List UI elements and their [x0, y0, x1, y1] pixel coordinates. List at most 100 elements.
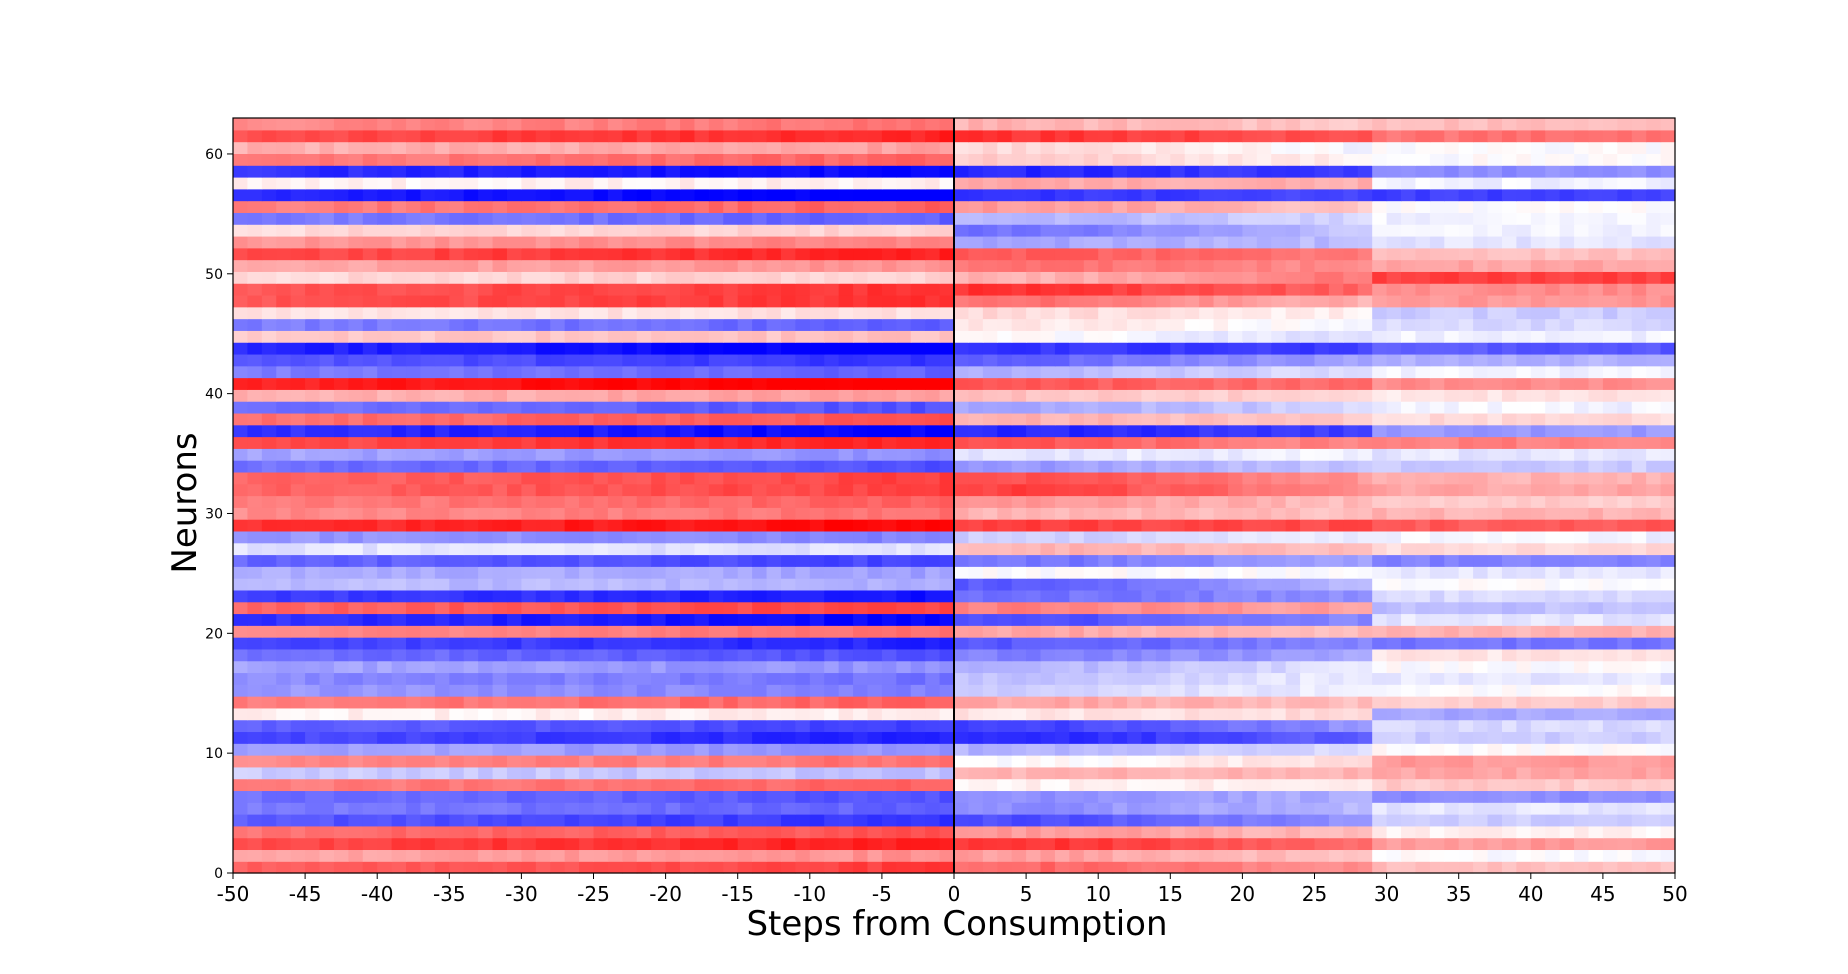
heatmap-cell [939, 471, 955, 485]
heatmap-cell [766, 755, 782, 768]
heatmap-cell [1559, 436, 1575, 449]
heatmap-cell [1401, 802, 1417, 815]
heatmap-cell [968, 542, 984, 556]
heatmap-cell [982, 377, 998, 390]
heatmap-cell [564, 483, 580, 497]
heatmap-cell [1516, 507, 1532, 520]
heatmap-cell [708, 696, 724, 709]
heatmap-cell [752, 660, 768, 674]
heatmap-cell [881, 790, 897, 803]
heatmap-cell [290, 342, 306, 355]
heatmap-cell [1054, 330, 1070, 343]
heatmap-cell [1227, 613, 1243, 626]
heatmap-cell [1357, 342, 1373, 355]
heatmap-cell [1617, 483, 1633, 497]
heatmap-cell [622, 306, 638, 320]
heatmap-cell [1401, 507, 1417, 520]
heatmap-cell [708, 448, 724, 461]
heatmap-cell [680, 790, 696, 803]
heatmap-cell [420, 471, 436, 485]
heatmap-cell [1213, 625, 1229, 638]
heatmap-cell [506, 637, 522, 650]
heatmap-cell [1646, 294, 1662, 308]
heatmap-cell [1386, 837, 1402, 851]
heatmap-cell [1227, 814, 1243, 827]
heatmap-cell [1256, 342, 1272, 355]
heatmap-cell [406, 861, 422, 874]
heatmap-cell [752, 778, 768, 792]
heatmap-cell [622, 365, 638, 379]
heatmap-cell [319, 318, 335, 331]
heatmap-cell [1199, 743, 1215, 756]
heatmap-cell [1242, 412, 1258, 426]
heatmap-cell [1444, 802, 1460, 815]
heatmap-cell [766, 849, 782, 862]
heatmap-cell [550, 294, 566, 308]
heatmap-cell [478, 566, 494, 579]
heatmap-cell [795, 660, 811, 674]
heatmap-cell [1011, 495, 1027, 508]
heatmap-cell [1199, 519, 1215, 532]
heatmap-cell [1401, 330, 1417, 343]
heatmap-cell [1271, 778, 1287, 792]
heatmap-cell [1227, 625, 1243, 638]
heatmap-cell [607, 696, 623, 709]
heatmap-cell [478, 755, 494, 768]
heatmap-cell [1127, 460, 1143, 473]
heatmap-cell [478, 790, 494, 803]
heatmap-cell [766, 424, 782, 438]
heatmap-cell [824, 790, 840, 803]
heatmap-cell [680, 861, 696, 874]
heatmap-cell [579, 554, 595, 567]
heatmap-cell [506, 625, 522, 638]
heatmap-cell [276, 294, 292, 308]
heatmap-cell [1602, 542, 1618, 556]
heatmap-cell [1516, 696, 1532, 709]
heatmap-cell [1386, 519, 1402, 532]
heatmap-cell [276, 330, 292, 343]
heatmap-cell [1112, 353, 1128, 367]
heatmap-cell [1559, 460, 1575, 473]
heatmap-cell [535, 306, 551, 320]
heatmap-cell [1343, 436, 1359, 449]
heatmap-cell [550, 330, 566, 343]
heatmap-cell [795, 672, 811, 685]
heatmap-cell [1026, 460, 1042, 473]
heatmap-cell [1530, 861, 1546, 874]
heatmap-cell [406, 495, 422, 508]
heatmap-cell [1127, 365, 1143, 379]
heatmap-cell [276, 530, 292, 544]
heatmap-cell [1602, 377, 1618, 390]
heatmap-cell [838, 566, 854, 579]
heatmap-cell [708, 660, 724, 674]
heatmap-cell [1660, 707, 1676, 721]
heatmap-cell [1559, 424, 1575, 438]
heatmap-cell [982, 802, 998, 815]
heatmap-cell [261, 412, 277, 426]
heatmap-cell [622, 330, 638, 343]
heatmap-cell [1271, 342, 1287, 355]
heatmap-cell [1343, 424, 1359, 438]
heatmap-cell [694, 861, 710, 874]
heatmap-cell [377, 743, 393, 756]
heatmap-cell [1127, 672, 1143, 685]
heatmap-cell [492, 849, 508, 862]
heatmap-cell [780, 790, 796, 803]
heatmap-cell [853, 330, 869, 343]
heatmap-cell [463, 377, 479, 390]
heatmap-cell [752, 365, 768, 379]
heatmap-cell [1357, 401, 1373, 414]
heatmap-cell [824, 578, 840, 591]
heatmap-cell [406, 660, 422, 674]
heatmap-cell [723, 684, 739, 697]
heatmap-cell [1588, 412, 1604, 426]
heatmap-cell [1127, 790, 1143, 803]
heatmap-cell [1444, 613, 1460, 626]
heatmap-cell [1631, 802, 1647, 815]
heatmap-cell [1314, 755, 1330, 768]
heatmap-cell [391, 283, 407, 296]
heatmap-cell [925, 318, 941, 331]
heatmap-cell [1530, 566, 1546, 579]
heatmap-cell [1516, 861, 1532, 874]
heatmap-cell [795, 283, 811, 296]
